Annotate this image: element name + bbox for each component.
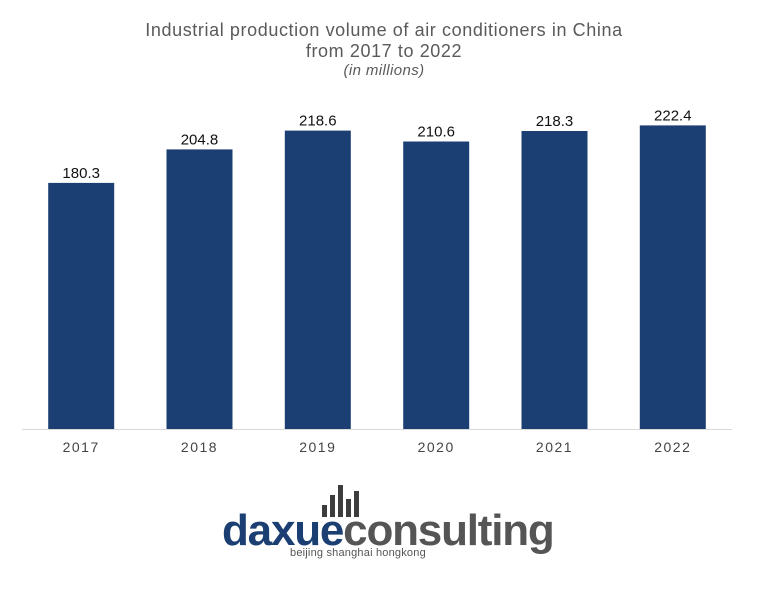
logo-word-consulting: consulting bbox=[343, 506, 555, 555]
value-label-2019: 218.6 bbox=[299, 113, 337, 130]
x-tick-labels-group: 2017 2018 2019 2020 2021 2022 bbox=[63, 439, 691, 455]
bar-2021 bbox=[521, 131, 588, 429]
x-tick-label-2018: 2018 bbox=[181, 439, 218, 455]
bar-2020 bbox=[403, 141, 470, 429]
bars-group bbox=[48, 125, 706, 430]
bar-2022 bbox=[639, 125, 706, 430]
value-label-2017: 180.3 bbox=[62, 165, 100, 182]
bar-chart-logo-icon bbox=[322, 485, 362, 517]
bar-2019 bbox=[284, 130, 351, 429]
chart-subtitle: (in millions) bbox=[343, 62, 425, 79]
logo-wordmark: daxueconsulting bbox=[222, 506, 555, 555]
value-labels-group: 180.3 204.8 218.6 210.6 218.3 222.4 bbox=[62, 107, 691, 181]
chart-title-block: Industrial production volume of air cond… bbox=[0, 20, 768, 79]
logo-word-daxue: daxue bbox=[222, 506, 344, 555]
daxue-consulting-logo: daxueconsulting beijing shanghai hongkon… bbox=[222, 485, 555, 565]
value-label-2021: 218.3 bbox=[536, 113, 574, 130]
logo-tagline: beijing shanghai hongkong bbox=[290, 547, 426, 559]
chart-title-line2: from 2017 to 2022 bbox=[305, 41, 463, 61]
x-tick-label-2022: 2022 bbox=[654, 439, 691, 455]
x-tick-label-2020: 2020 bbox=[418, 439, 455, 455]
value-label-2020: 210.6 bbox=[417, 124, 455, 141]
bar-2018 bbox=[166, 149, 233, 429]
bar-2017 bbox=[48, 182, 115, 429]
chart-title: Industrial production volume of air cond… bbox=[145, 20, 623, 40]
x-tick-label-2021: 2021 bbox=[536, 439, 573, 455]
value-label-2022: 222.4 bbox=[654, 107, 692, 124]
x-tick-label-2017: 2017 bbox=[63, 439, 100, 455]
value-label-2018: 204.8 bbox=[181, 131, 219, 148]
x-tick-label-2019: 2019 bbox=[299, 439, 336, 455]
